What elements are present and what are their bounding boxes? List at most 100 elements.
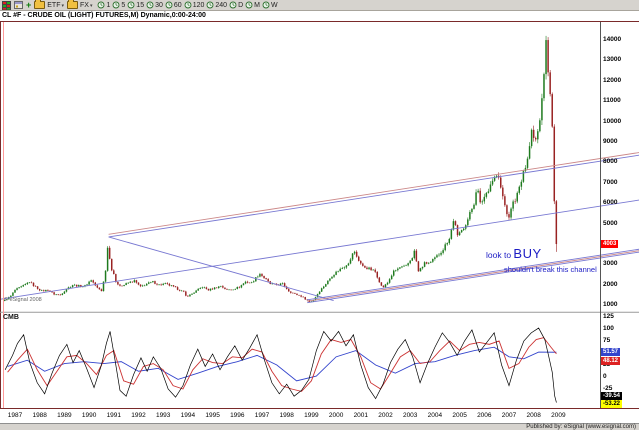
status-bar: Published by: eSignal (www.esignal.com) [0, 423, 639, 430]
timeframe-label: 120 [192, 1, 205, 9]
timeframe-button-W[interactable]: W [262, 1, 278, 9]
year-tick-label: 1989 [57, 412, 72, 419]
indicator-label: CMB [3, 314, 19, 321]
annotation-look-to-buy[interactable]: look to BUY [486, 246, 542, 261]
last-value-tag: -39.54 [601, 391, 623, 400]
year-tick-label: 1999 [304, 412, 319, 419]
price-tick-label: 6000 [603, 199, 618, 207]
annotation-channel-note[interactable]: shouldn't break this channel [504, 265, 597, 274]
price-tick-label: 2000 [603, 280, 618, 288]
trendlines [0, 152, 639, 304]
copyright-note: © eSignal 2008 [4, 297, 42, 303]
indicator-tick-label: 0 [603, 373, 607, 380]
timeframe-label: D [238, 1, 244, 9]
last-value-tag: 48.12 [601, 356, 621, 365]
candles [3, 35, 558, 303]
timeframe-button-5[interactable]: 5 [112, 1, 125, 9]
timeframe-button-15[interactable]: 15 [127, 1, 144, 9]
price-tick-label: 8000 [603, 158, 618, 166]
year-tick-label: 1998 [279, 412, 294, 419]
timeframe-label: 1 [106, 1, 111, 9]
annotation-look-to-text: look to [486, 250, 514, 260]
year-tick-label: 2004 [427, 412, 443, 419]
add-icon[interactable]: + [26, 0, 32, 10]
year-tick-label: 2000 [328, 412, 344, 419]
year-tick-label: 1993 [155, 412, 171, 419]
timeframe-label: 60 [173, 1, 182, 9]
year-tick-label: 1990 [81, 412, 97, 419]
price-tick-label: 13000 [603, 56, 622, 64]
timeframe-label: 240 [215, 1, 228, 9]
indicator-plot [4, 327, 557, 403]
folder-icon [67, 0, 79, 9]
timeframe-button-240[interactable]: 240 [206, 1, 227, 9]
folder-etf-label: ETF [47, 1, 61, 9]
price-tick-label: 1000 [603, 301, 618, 309]
clock-icon [112, 1, 120, 9]
timeframe-button-120[interactable]: 120 [184, 1, 205, 9]
year-tick-label: 2002 [378, 412, 393, 419]
year-tick-label: 1991 [106, 412, 122, 419]
timeframe-label: 30 [155, 1, 163, 9]
annotation-buy-text: BUY [513, 246, 542, 261]
year-tick-label: 1997 [254, 412, 270, 419]
folder-etf-button[interactable]: ETF [34, 0, 64, 9]
timeframe-button-group: 1 5 15 30 60 120 240 D M W [95, 1, 278, 9]
year-tick-label: 2005 [452, 412, 467, 419]
published-by-text: Published by: eSignal (www.esignal.com) [526, 424, 636, 430]
clock-icon [146, 1, 154, 9]
timeframe-button-D[interactable]: D [229, 1, 243, 9]
last-value-tag: 4003 [601, 240, 619, 249]
price-tick-label: 7000 [603, 178, 618, 186]
timeframe-label: W [270, 1, 278, 9]
year-tick-label: 2008 [526, 412, 541, 419]
chart-window-icon[interactable] [14, 1, 23, 9]
indicator-tick-label: 125 [603, 313, 614, 320]
clock-icon [229, 1, 237, 9]
series-CMB [4, 327, 557, 403]
clock-icon [206, 1, 214, 9]
year-tick-label: 1988 [32, 412, 47, 419]
timeframe-label: M [254, 1, 260, 9]
clock-icon [127, 1, 135, 9]
price-tick-label: 12000 [603, 76, 622, 84]
year-tick-label: 1994 [180, 412, 196, 419]
year-tick-label: 2003 [402, 412, 418, 419]
price-tick-label: 10000 [603, 117, 622, 125]
chart-title: CL #F - CRUDE OIL (LIGHT) FUTURES,M) Dyn… [0, 11, 639, 21]
price-tick-label: 9000 [603, 138, 618, 146]
quote-board-icon[interactable] [2, 0, 11, 10]
timeframe-button-1[interactable]: 1 [97, 1, 110, 9]
clock-icon [245, 1, 253, 9]
year-tick-label: 1987 [7, 412, 23, 419]
series-slow-average [7, 346, 557, 382]
indicator-tick-label: -25 [603, 385, 613, 392]
year-tick-label: 2006 [477, 412, 492, 419]
clock-icon [165, 1, 173, 9]
folder-icon [34, 0, 46, 9]
timeframe-label: 15 [136, 1, 145, 9]
clock-icon [97, 1, 105, 9]
year-tick-label: 2009 [551, 412, 566, 419]
timeframe-button-60[interactable]: 60 [165, 1, 182, 9]
last-value-tag: 51.57 [601, 348, 621, 357]
indicator-tick-label: 75 [603, 337, 611, 344]
clock-icon [262, 1, 270, 9]
time-axis: 1987 1988 1989 1990 1991 1992 1993 1994 1995 1996… [0, 409, 639, 423]
price-tick-label: 11000 [603, 97, 621, 105]
chart-frame [0, 21, 639, 409]
timeframe-button-30[interactable]: 30 [146, 1, 163, 9]
series-fast-average [7, 337, 557, 392]
year-tick-label: 2001 [353, 412, 369, 419]
price-tick-label: 3000 [603, 260, 618, 268]
timeframe-label: 5 [121, 1, 126, 9]
indicator-tick-label: 100 [603, 325, 614, 332]
folder-fx-label: FX [80, 1, 89, 9]
folder-fx-button[interactable]: FX [67, 0, 92, 9]
clock-icon [184, 1, 192, 9]
price-tick-label: 14000 [603, 36, 622, 43]
year-tick-label: 1995 [205, 412, 220, 419]
timeframe-button-M[interactable]: M [245, 1, 260, 9]
